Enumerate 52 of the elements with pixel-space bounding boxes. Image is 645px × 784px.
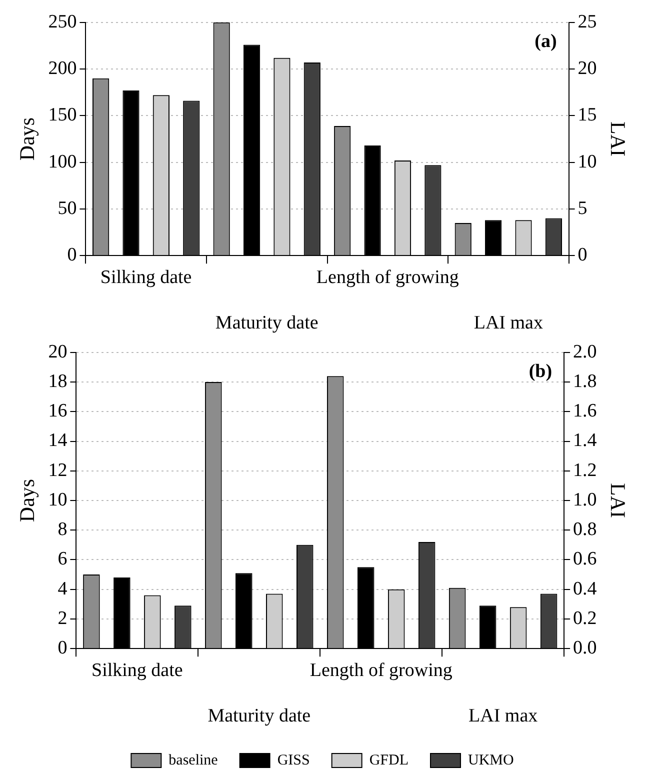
legend-label: baseline bbox=[168, 752, 218, 768]
y2-tick-label: 0.0 bbox=[573, 638, 597, 659]
y2-tick-label: 0.2 bbox=[573, 608, 597, 629]
x-tick-label: Length of growing bbox=[316, 266, 460, 288]
y-tick-label: 12 bbox=[48, 460, 68, 481]
y-tick-label: 2 bbox=[58, 608, 68, 629]
legend-label: GISS bbox=[277, 752, 310, 768]
y-tick-label: 100 bbox=[48, 151, 77, 172]
x-tick-label: Maturity date bbox=[215, 312, 318, 334]
y2-tick-label: 0.8 bbox=[573, 519, 597, 540]
y2-axis-title: LAI bbox=[606, 483, 630, 518]
y-tick-label: 0 bbox=[67, 244, 77, 266]
legend-label: GFDL bbox=[369, 752, 408, 768]
y-tick-label: 20 bbox=[48, 341, 68, 362]
y-axis-title: Days bbox=[15, 117, 40, 161]
y-tick-label: 250 bbox=[48, 11, 77, 32]
y2-axis-title: LAI bbox=[606, 122, 630, 156]
y2-tick-label: 25 bbox=[578, 11, 597, 32]
x-tick-label: Length of growing bbox=[310, 660, 453, 681]
y-tick-label: 6 bbox=[58, 548, 68, 570]
y-tick-label: 150 bbox=[48, 104, 77, 126]
y-tick-label: 10 bbox=[48, 489, 68, 510]
y-tick-label: 14 bbox=[48, 430, 68, 452]
legend-label: UKMO bbox=[468, 752, 514, 768]
x-tick-label: Maturity date bbox=[208, 706, 311, 727]
y2-tick-label: 20 bbox=[578, 58, 597, 80]
x-tick-label: Silking date bbox=[100, 266, 192, 288]
y-tick-label: 200 bbox=[48, 58, 77, 80]
y2-tick-label: 0 bbox=[578, 244, 588, 266]
y2-tick-label: 0.4 bbox=[573, 578, 598, 600]
y2-tick-label: 1.8 bbox=[573, 371, 597, 392]
annotation: (a) bbox=[534, 30, 557, 52]
annotation: (b) bbox=[528, 360, 552, 382]
y-axis-title: Days bbox=[15, 478, 40, 522]
y-tick-label: 8 bbox=[58, 519, 68, 540]
y-tick-label: 0 bbox=[58, 638, 68, 659]
x-tick-label: LAI max bbox=[474, 312, 544, 334]
x-tick-label: LAI max bbox=[468, 706, 538, 727]
y2-tick-label: 0.6 bbox=[573, 548, 597, 570]
y2-tick-label: 5 bbox=[578, 198, 588, 219]
y2-tick-label: 15 bbox=[578, 104, 597, 126]
y-tick-label: 16 bbox=[48, 400, 68, 422]
y-tick-label: 18 bbox=[48, 371, 68, 392]
y2-tick-label: 1.2 bbox=[573, 460, 597, 481]
y2-tick-label: 1.4 bbox=[573, 430, 598, 452]
y2-tick-label: 1.0 bbox=[573, 489, 597, 510]
y-tick-label: 4 bbox=[58, 578, 68, 600]
y2-tick-label: 2.0 bbox=[573, 341, 597, 362]
x-tick-label: Silking date bbox=[92, 660, 183, 681]
y2-tick-label: 10 bbox=[578, 151, 597, 172]
y-tick-label: 50 bbox=[58, 198, 77, 219]
y2-tick-label: 1.6 bbox=[573, 400, 597, 422]
